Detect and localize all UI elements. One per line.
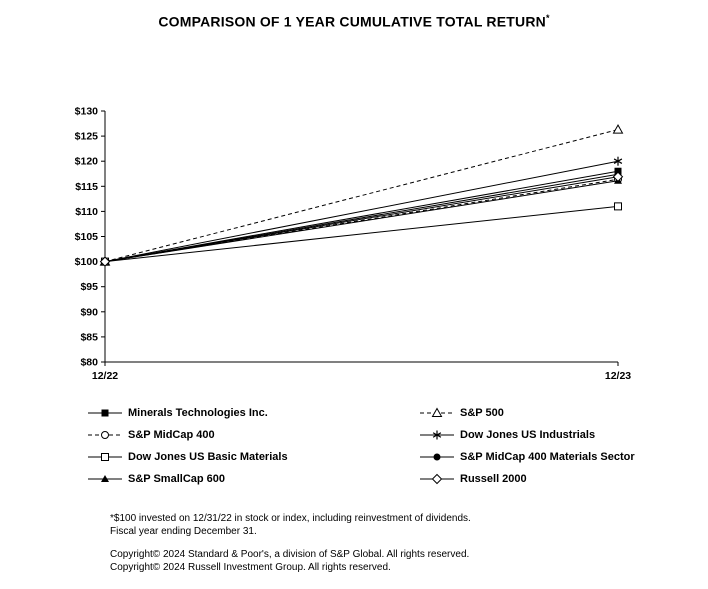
series-line <box>104 205 619 262</box>
y-axis-tick-label: $80 <box>80 356 98 368</box>
legend-item: S&P SmallCap 600 <box>88 472 420 486</box>
y-axis-tick-label: $105 <box>75 231 99 243</box>
triangle-filled-legend-icon <box>88 474 122 482</box>
chart-legend: Minerals Technologies Inc. S&P 500 S&P Mid… <box>88 406 678 486</box>
y-axis-tick-label: $90 <box>80 306 98 318</box>
legend-item: Dow Jones US Basic Materials <box>88 450 420 464</box>
legend-item-label: Dow Jones US Industrials <box>460 428 596 441</box>
legend-item: S&P MidCap 400 Materials Sector <box>420 450 678 464</box>
y-axis-tick-label: $130 <box>75 105 99 117</box>
triangle-open-legend-icon <box>420 407 454 417</box>
chart-title: COMPARISON OF 1 YEAR CUMULATIVE TOTAL RE… <box>0 0 708 30</box>
series-line <box>104 175 619 262</box>
square-filled-legend-icon <box>88 409 122 417</box>
legend-item: Russell 2000 <box>420 472 678 486</box>
footnotes: *$100 invested on 12/31/22 in stock or i… <box>110 512 708 538</box>
legend-item-label: Minerals Technologies Inc. <box>128 406 268 419</box>
copyright: Copyright© 2024 Standard & Poor's, a div… <box>110 548 708 574</box>
legend-item-label: S&P SmallCap 600 <box>128 472 226 485</box>
legend-item-label: S&P MidCap 400 <box>128 428 215 441</box>
series-line <box>104 179 619 262</box>
legend-item: S&P 500 <box>420 406 678 420</box>
y-axis-tick-label: $115 <box>75 180 98 192</box>
series-line <box>104 160 619 262</box>
legend-item: Minerals Technologies Inc. <box>88 406 420 420</box>
legend-item-label: Dow Jones US Basic Materials <box>128 450 288 463</box>
y-axis-tick-label: $100 <box>75 256 99 268</box>
asterisk-legend-icon <box>420 430 454 440</box>
circle-filled-legend-icon <box>420 453 454 461</box>
y-axis-tick-label: $125 <box>75 130 99 142</box>
y-axis-tick-label: $110 <box>75 206 98 218</box>
legend-item-label: S&P MidCap 400 Materials Sector <box>460 450 635 463</box>
footnote-line-1: *$100 invested on 12/31/22 in stock or i… <box>110 512 471 524</box>
footnote-line-2: Fiscal year ending December 31. <box>110 525 257 537</box>
legend-item-label: Russell 2000 <box>460 472 527 485</box>
series-line <box>104 128 619 262</box>
x-axis-tick-label: 12/22 <box>92 370 118 382</box>
title-asterisk: * <box>545 13 550 23</box>
y-axis-tick-label: $95 <box>80 281 98 293</box>
diamond-open-legend-icon <box>420 473 454 484</box>
legend-item: Dow Jones US Industrials <box>420 428 678 442</box>
copyright-line-1: Copyright© 2024 Standard & Poor's, a div… <box>110 548 470 560</box>
square-open-legend-icon <box>88 452 122 461</box>
chart-title-text: COMPARISON OF 1 YEAR CUMULATIVE TOTAL RE… <box>158 13 546 30</box>
y-axis-tick-label: $120 <box>75 155 99 167</box>
y-axis-tick-label: $85 <box>80 331 98 343</box>
copyright-line-2: Copyright© 2024 Russell Investment Group… <box>110 561 391 573</box>
legend-item-label: S&P 500 <box>460 406 504 419</box>
legend-item: S&P MidCap 400 <box>88 428 420 442</box>
x-axis-tick-label: 12/23 <box>605 370 631 382</box>
total-return-line-chart: $80 $85 $90 $95 $100 $105 $110 $115 $120 $125 $130… <box>75 105 632 382</box>
circle-open-legend-icon <box>88 430 122 439</box>
